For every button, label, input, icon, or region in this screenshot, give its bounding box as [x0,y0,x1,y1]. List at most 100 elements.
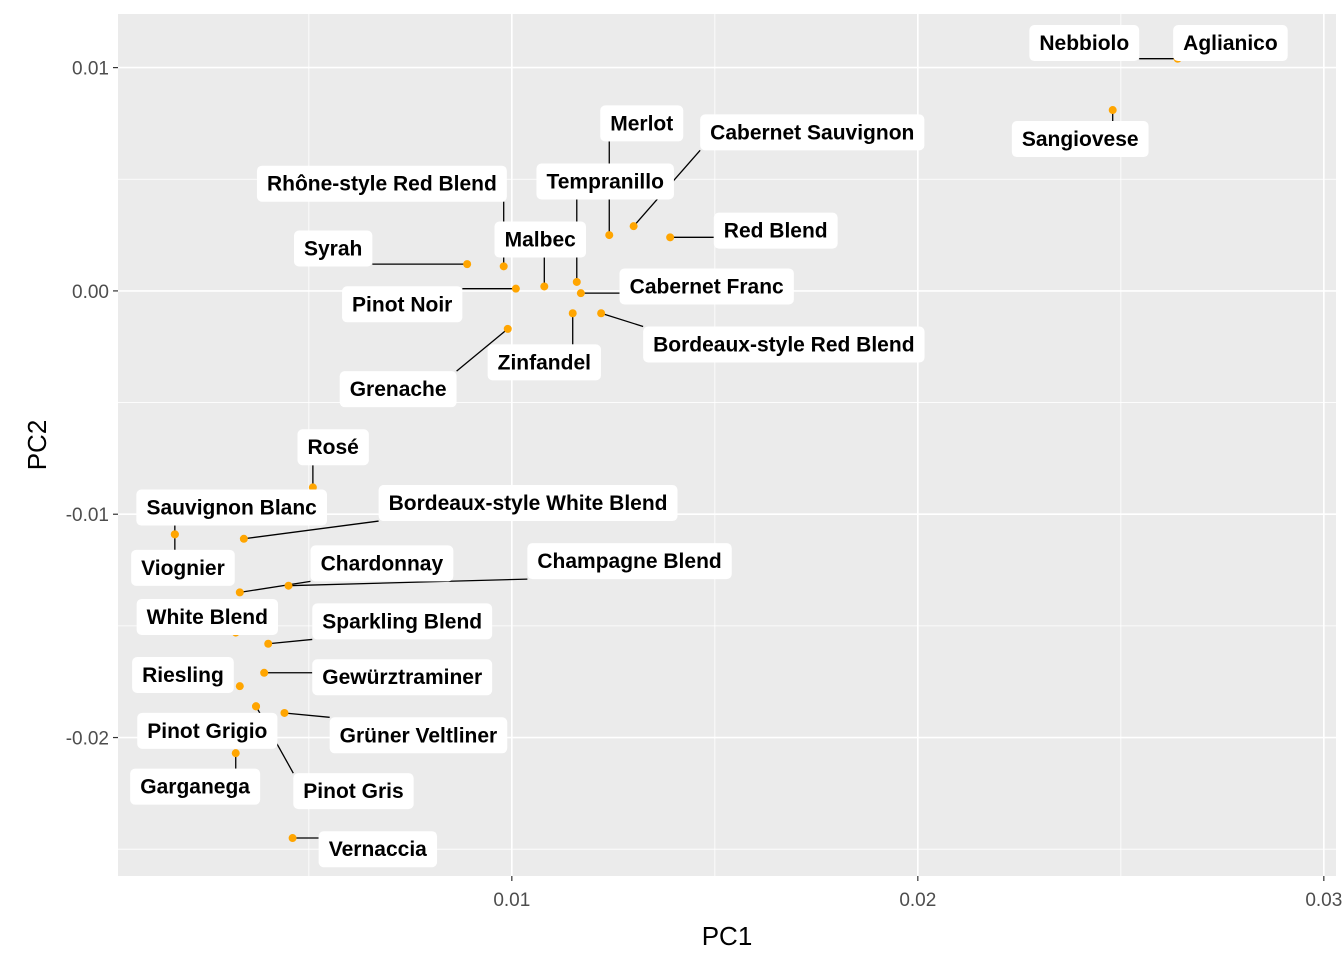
y-tick-label: 0.01 [72,59,109,80]
label-grenache: Grenache [339,371,457,408]
label-text: Pinot Gris [303,780,403,803]
point-bordeaux-style-white-blend [239,534,248,543]
label-box [136,489,328,526]
leader-bordeaux-style-red-blend [600,312,644,328]
point-gewurztraminer [260,668,269,677]
label-white-blend: White Blend [136,598,278,635]
point-bordeaux-style-red-blend [597,309,606,318]
point-gruner-veltliner [280,708,289,717]
label-rhone-style-red-blend: Rhône-style Red Blend [256,165,507,202]
leader-sparkling-blend [268,638,313,645]
y-axis-label: PC2 [22,420,52,471]
label-pinot-gris: Pinot Gris [293,773,414,810]
label-leader-lines [174,58,1178,839]
point-labels: Nebbiolo Aglianico Sangiovese Merlot Caberne… [130,25,1288,868]
label-box [318,831,438,868]
label-text: Pinot Noir [352,293,452,316]
grid-lines [118,14,1336,876]
label-zinfandel: Zinfandel [487,344,601,381]
point-zinfandel [568,309,577,318]
y-tick-label: -0.01 [66,505,109,526]
label-text: Gewürztraminer [322,666,482,689]
label-box [700,114,925,151]
label-text: Syrah [304,237,362,260]
label-viognier: Viognier [131,549,235,586]
label-pinot-grigio: Pinot Grigio [137,712,278,749]
x-tick-label: 0.01 [493,890,530,911]
label-text: Bordeaux-style White Blend [389,492,668,515]
label-text: Grenache [350,378,447,401]
x-tick-label: 0.02 [899,890,936,911]
point-grenache [503,324,512,333]
point-vernaccia [288,834,297,843]
label-riesling: Riesling [132,657,234,694]
label-text: Rosé [308,436,359,459]
label-box [256,165,507,202]
label-box [130,768,261,805]
point-merlot [605,231,614,240]
label-box [312,603,493,640]
label-box [136,598,278,635]
x-axis-label: PC1 [702,921,753,951]
point-malbec [540,282,549,291]
label-rose: Rosé [297,429,369,466]
point-cabernet-franc [576,289,585,298]
label-box [1173,25,1288,62]
point-red-blend [666,233,675,242]
label-box [339,371,457,408]
label-sangiovese: Sangiovese [1011,121,1149,158]
label-tempranillo: Tempranillo [536,163,674,200]
label-box [619,268,794,305]
label-text: Merlot [610,112,673,135]
label-gewurztraminer: Gewürztraminer [312,659,493,696]
label-text: Zinfandel [498,351,591,374]
label-box [1011,121,1149,158]
label-box [643,326,925,363]
leader-bordeaux-style-white-blend [243,520,379,540]
point-riesling [235,682,244,691]
point-pinot-noir [511,284,520,293]
label-box [536,163,674,200]
label-box [527,543,732,580]
label-text: Riesling [142,664,224,687]
label-text: Garganega [140,776,250,799]
label-box [312,659,493,696]
label-text: Red Blend [724,220,828,243]
label-vernaccia: Vernaccia [318,831,438,868]
label-box [293,230,373,267]
leader-champagne-blend [288,578,528,587]
label-text: Malbec [505,229,577,252]
label-champagne-blend: Champagne Blend [527,543,732,580]
label-text: Cabernet Franc [630,275,784,298]
label-chardonnay: Chardonnay [310,545,454,582]
label-box [713,212,838,249]
point-cabernet-sauvignon [629,222,638,231]
label-text: Sparkling Blend [322,610,482,633]
label-box [310,545,454,582]
label-text: Aglianico [1183,32,1278,55]
label-text: Tempranillo [546,170,663,193]
label-box [1029,25,1140,62]
point-pinot-gris [252,702,261,711]
leader-chardonnay [239,580,311,594]
label-text: Pinot Grigio [147,720,267,743]
leader-grenache [456,328,509,372]
x-tick-label: 0.03 [1305,890,1342,911]
label-red-blend: Red Blend [713,212,838,249]
label-text: Bordeaux-style Red Blend [653,334,914,357]
label-box [131,549,235,586]
label-box [329,717,508,754]
label-text: Viognier [141,557,225,580]
label-nebbiolo: Nebbiolo [1029,25,1140,62]
label-aglianico: Aglianico [1173,25,1288,62]
label-text: Champagne Blend [537,550,721,573]
label-gruner-veltliner: Grüner Veltliner [329,717,508,754]
label-box [293,773,414,810]
label-text: Rhône-style Red Blend [267,173,497,196]
point-tempranillo [572,277,581,286]
label-text: Nebbiolo [1039,32,1129,55]
label-garganega: Garganega [130,768,261,805]
label-malbec: Malbec [494,221,586,258]
label-bordeaux-style-white-blend: Bordeaux-style White Blend [378,485,678,522]
label-text: Sauvignon Blanc [147,497,318,520]
